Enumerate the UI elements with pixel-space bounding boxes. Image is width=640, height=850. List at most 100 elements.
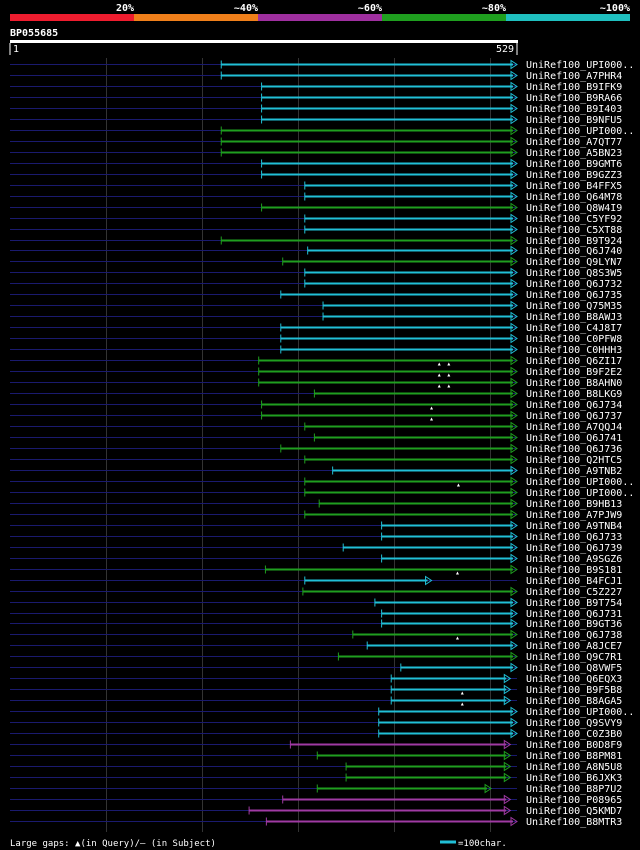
hit-row[interactable]: UniRef100_B4FCJ1: [10, 575, 622, 587]
hit-row[interactable]: UniRef100_A7QQJ4: [10, 421, 622, 433]
hit-label[interactable]: UniRef100_Q2HTC5: [526, 455, 622, 466]
hit-row[interactable]: UniRef100_A5BN23: [10, 147, 622, 159]
hit-label[interactable]: UniRef100_Q75M35: [526, 301, 622, 312]
hit-label[interactable]: UniRef100_C4J8I7: [526, 323, 622, 334]
hit-row[interactable]: UniRef100_B8AWJ3: [10, 311, 622, 323]
hit-label[interactable]: UniRef100_B9T924: [526, 236, 622, 247]
hit-label[interactable]: UniRef100_B0D8F9: [526, 740, 622, 751]
hit-label[interactable]: UniRef100_Q9SVY9: [526, 718, 622, 729]
hit-row[interactable]: UniRef100_B4FFX5: [10, 180, 622, 192]
hit-label[interactable]: UniRef100_C0Z3B0: [526, 729, 622, 740]
hit-row[interactable]: UniRef100_B9F5B8: [10, 684, 622, 696]
hit-label[interactable]: UniRef100_A7PJW9: [526, 510, 622, 521]
hit-label[interactable]: UniRef100_B9F5B8: [526, 685, 622, 696]
hit-label[interactable]: UniRef100_A9SGZ6: [526, 554, 622, 565]
hit-label[interactable]: UniRef100_C5YF92: [526, 214, 622, 225]
hit-label[interactable]: UniRef100_B9GZZ3: [526, 170, 622, 181]
hit-label[interactable]: UniRef100_A8N5U8: [526, 762, 622, 773]
hit-label[interactable]: UniRef100_Q6J740: [526, 246, 622, 257]
hit-row[interactable]: UniRef100_C5Z227: [10, 586, 622, 598]
hit-label[interactable]: UniRef100_B9GT36: [526, 619, 622, 630]
hit-row[interactable]: UniRef100_B9GZZ3: [10, 169, 622, 181]
hit-row[interactable]: UniRef100_A9TNB2: [10, 465, 622, 477]
hit-row[interactable]: UniRef100_Q6J735: [10, 289, 622, 301]
hit-label[interactable]: UniRef100_A7PHR4: [526, 71, 622, 82]
hit-label[interactable]: UniRef100_UPI000..: [526, 488, 634, 499]
hit-label[interactable]: UniRef100_B8LKG9: [526, 389, 622, 400]
hit-label[interactable]: UniRef100_UPI000..: [526, 477, 634, 488]
hit-label[interactable]: UniRef100_UPI000..: [526, 707, 634, 718]
hit-label[interactable]: UniRef100_Q6J733: [526, 532, 622, 543]
hit-label[interactable]: UniRef100_B9F2E2: [526, 367, 622, 378]
hit-row[interactable]: UniRef100_P08965: [10, 794, 622, 806]
hit-label[interactable]: UniRef100_Q6J739: [526, 543, 622, 554]
hit-label[interactable]: UniRef100_A9TNB4: [526, 521, 622, 532]
hit-row[interactable]: UniRef100_B9GMT6: [10, 158, 622, 170]
hit-row[interactable]: UniRef100_UPI000..: [10, 59, 634, 71]
hit-row[interactable]: UniRef100_B8MTR3: [10, 816, 622, 828]
hit-row[interactable]: UniRef100_A7PHR4: [10, 70, 622, 82]
hit-row[interactable]: UniRef100_C5XT88: [10, 224, 622, 236]
hit-label[interactable]: UniRef100_A7QQJ4: [526, 422, 622, 433]
hit-row[interactable]: UniRef100_UPI000..: [10, 476, 634, 488]
hit-row[interactable]: UniRef100_B9NFU5: [10, 114, 622, 126]
hit-row[interactable]: UniRef100_A9SGZ6: [10, 553, 622, 565]
hit-row[interactable]: UniRef100_Q6ZI17: [10, 355, 622, 367]
hit-label[interactable]: UniRef100_B6JXK3: [526, 773, 622, 784]
hit-label[interactable]: UniRef100_Q6ZI17: [526, 356, 622, 367]
hit-label[interactable]: UniRef100_B8MTR3: [526, 817, 622, 828]
hit-row[interactable]: UniRef100_Q6EQX3: [10, 673, 622, 685]
hit-row[interactable]: UniRef100_Q6J733: [10, 531, 622, 543]
hit-row[interactable]: UniRef100_A7QT77: [10, 136, 622, 148]
hit-label[interactable]: UniRef100_UPI000..: [526, 60, 634, 71]
hit-label[interactable]: UniRef100_Q8S3W5: [526, 268, 622, 279]
hit-row[interactable]: UniRef100_B0D8F9: [10, 739, 622, 751]
hit-label[interactable]: UniRef100_Q6J737: [526, 411, 622, 422]
hit-label[interactable]: UniRef100_A8JCE7: [526, 641, 622, 652]
hit-row[interactable]: UniRef100_A8JCE7: [10, 640, 622, 652]
hit-label[interactable]: UniRef100_B8P7U2: [526, 784, 622, 795]
hit-row[interactable]: UniRef100_Q6J741: [10, 432, 622, 444]
hit-row[interactable]: UniRef100_C5YF92: [10, 213, 622, 225]
hit-row[interactable]: UniRef100_Q64M78: [10, 191, 622, 203]
hit-row[interactable]: UniRef100_B8PM81: [10, 750, 622, 762]
hit-row[interactable]: UniRef100_UPI000..: [10, 125, 634, 137]
hit-row[interactable]: UniRef100_C0HHH3: [10, 344, 622, 356]
hit-label[interactable]: UniRef100_Q6J732: [526, 279, 622, 290]
hit-row[interactable]: UniRef100_UPI000..: [10, 487, 634, 499]
hit-label[interactable]: UniRef100_Q6EQX3: [526, 674, 622, 685]
hit-row[interactable]: UniRef100_B9S181: [10, 564, 622, 576]
hit-row[interactable]: UniRef100_B9T924: [10, 235, 622, 247]
hit-row[interactable]: UniRef100_Q9C7R1: [10, 651, 622, 663]
hit-label[interactable]: UniRef100_Q9C7R1: [526, 652, 622, 663]
hit-label[interactable]: UniRef100_C0HHH3: [526, 345, 622, 356]
hit-row[interactable]: UniRef100_Q6J732: [10, 278, 622, 290]
hit-row[interactable]: UniRef100_Q75M35: [10, 300, 622, 312]
hit-label[interactable]: UniRef100_B8AWJ3: [526, 312, 622, 323]
hit-label[interactable]: UniRef100_Q8W4I9: [526, 203, 622, 214]
hit-label[interactable]: UniRef100_A7QT77: [526, 137, 622, 148]
hit-label[interactable]: UniRef100_B9NFU5: [526, 115, 622, 126]
hit-label[interactable]: UniRef100_C5XT88: [526, 225, 622, 236]
hit-label[interactable]: UniRef100_B4FCJ1: [526, 576, 622, 587]
hit-row[interactable]: UniRef100_C0PFW8: [10, 333, 622, 345]
hit-row[interactable]: UniRef100_B8AHN0: [10, 377, 622, 389]
hit-label[interactable]: UniRef100_B8PM81: [526, 751, 622, 762]
hit-row[interactable]: UniRef100_B8P7U2: [10, 783, 622, 795]
hit-label[interactable]: UniRef100_UPI000..: [526, 126, 634, 137]
hit-label[interactable]: UniRef100_Q6J741: [526, 433, 622, 444]
hit-row[interactable]: UniRef100_Q6J736: [10, 443, 622, 455]
hit-row[interactable]: UniRef100_UPI000..: [10, 706, 634, 718]
hit-label[interactable]: UniRef100_Q5KMD7: [526, 806, 622, 817]
hit-row[interactable]: UniRef100_B9GT36: [10, 618, 622, 630]
hit-label[interactable]: UniRef100_Q6J735: [526, 290, 622, 301]
hit-label[interactable]: UniRef100_Q6J738: [526, 630, 622, 641]
hit-label[interactable]: UniRef100_B9IFK9: [526, 82, 622, 93]
hit-row[interactable]: UniRef100_Q6J737: [10, 410, 622, 422]
hit-row[interactable]: UniRef100_Q8S3W5: [10, 267, 622, 279]
hit-label[interactable]: UniRef100_B9GMT6: [526, 159, 622, 170]
hit-row[interactable]: UniRef100_B9RA66: [10, 92, 622, 104]
hit-label[interactable]: UniRef100_Q6J734: [526, 400, 622, 411]
hit-row[interactable]: UniRef100_B9I403: [10, 103, 622, 115]
hit-row[interactable]: UniRef100_A8N5U8: [10, 761, 622, 773]
